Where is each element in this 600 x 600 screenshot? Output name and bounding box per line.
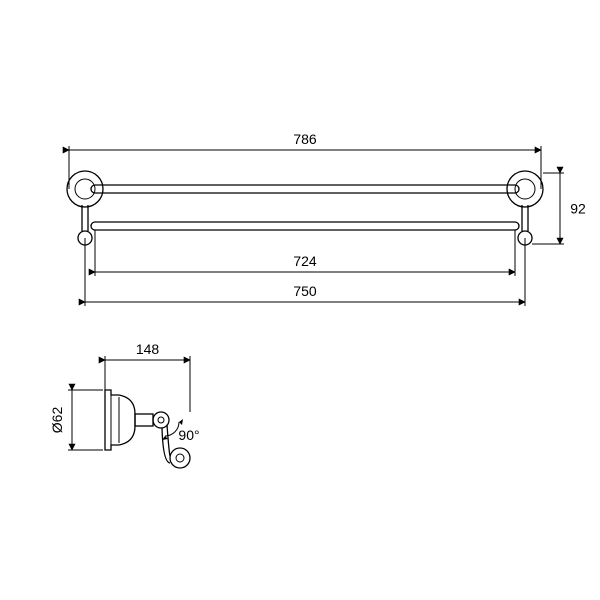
dim-dia62-label: Ø62 bbox=[49, 407, 65, 434]
dim-90deg-label: 90° bbox=[178, 427, 199, 443]
top-bar bbox=[91, 185, 519, 193]
bottom-bar bbox=[91, 222, 519, 230]
dim-92-label: 92 bbox=[570, 201, 586, 217]
dim-750-label: 750 bbox=[293, 283, 317, 299]
dim-786-label: 786 bbox=[293, 131, 317, 147]
front-bar-section bbox=[170, 448, 190, 468]
dim-724-label: 724 bbox=[293, 253, 317, 269]
left-flange-inner bbox=[75, 179, 95, 199]
arm-outer bbox=[167, 425, 170, 456]
right-flange-inner bbox=[515, 179, 535, 199]
side-elevation: 148 Ø62 90° bbox=[49, 341, 200, 468]
front-elevation: 786 724 750 92 bbox=[67, 131, 586, 306]
right-flange-outer bbox=[507, 171, 543, 207]
technical-drawing: 786 724 750 92 148 Ø62 90° bbox=[0, 0, 600, 600]
left-flange-outer bbox=[67, 171, 103, 207]
rosette-profile bbox=[105, 390, 135, 450]
dim-148-label: 148 bbox=[136, 341, 160, 357]
neck bbox=[135, 414, 153, 426]
